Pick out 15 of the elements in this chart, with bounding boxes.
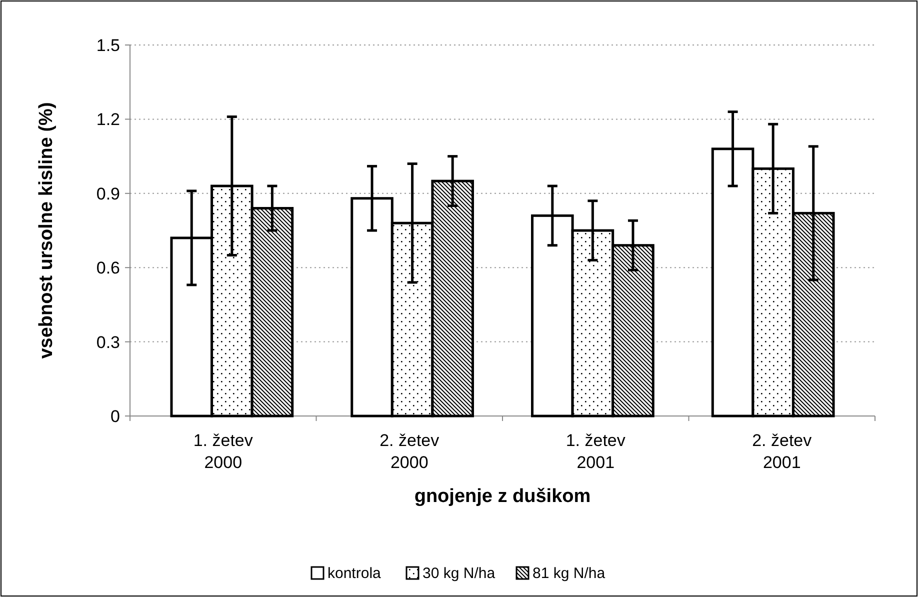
y-tick-label: 0.9: [96, 184, 120, 204]
legend-label: kontrola: [328, 565, 382, 582]
y-tick-label: 0.6: [96, 258, 120, 278]
y-tick-label: 0: [110, 406, 120, 426]
x-tick-label: 2. žetev 2000: [380, 431, 440, 472]
y-tick-label: 0.3: [96, 332, 120, 352]
y-axis-title: vsebnost ursolne kisline (%): [36, 102, 57, 359]
y-tick-label: 1.2: [96, 110, 120, 130]
x-tick-label: 2. žetev 2001: [752, 431, 812, 472]
x-axis-title: gnojenje z dušikom: [414, 486, 591, 507]
legend-label: 30 kg N/ha: [422, 565, 496, 582]
x-tick-label: 1. žetev 2000: [193, 431, 254, 472]
legend-label: 81 kg N/ha: [532, 565, 606, 582]
x-tick-label: 1. žetev 2001: [566, 431, 626, 472]
y-tick-label: 1.5: [96, 36, 120, 55]
